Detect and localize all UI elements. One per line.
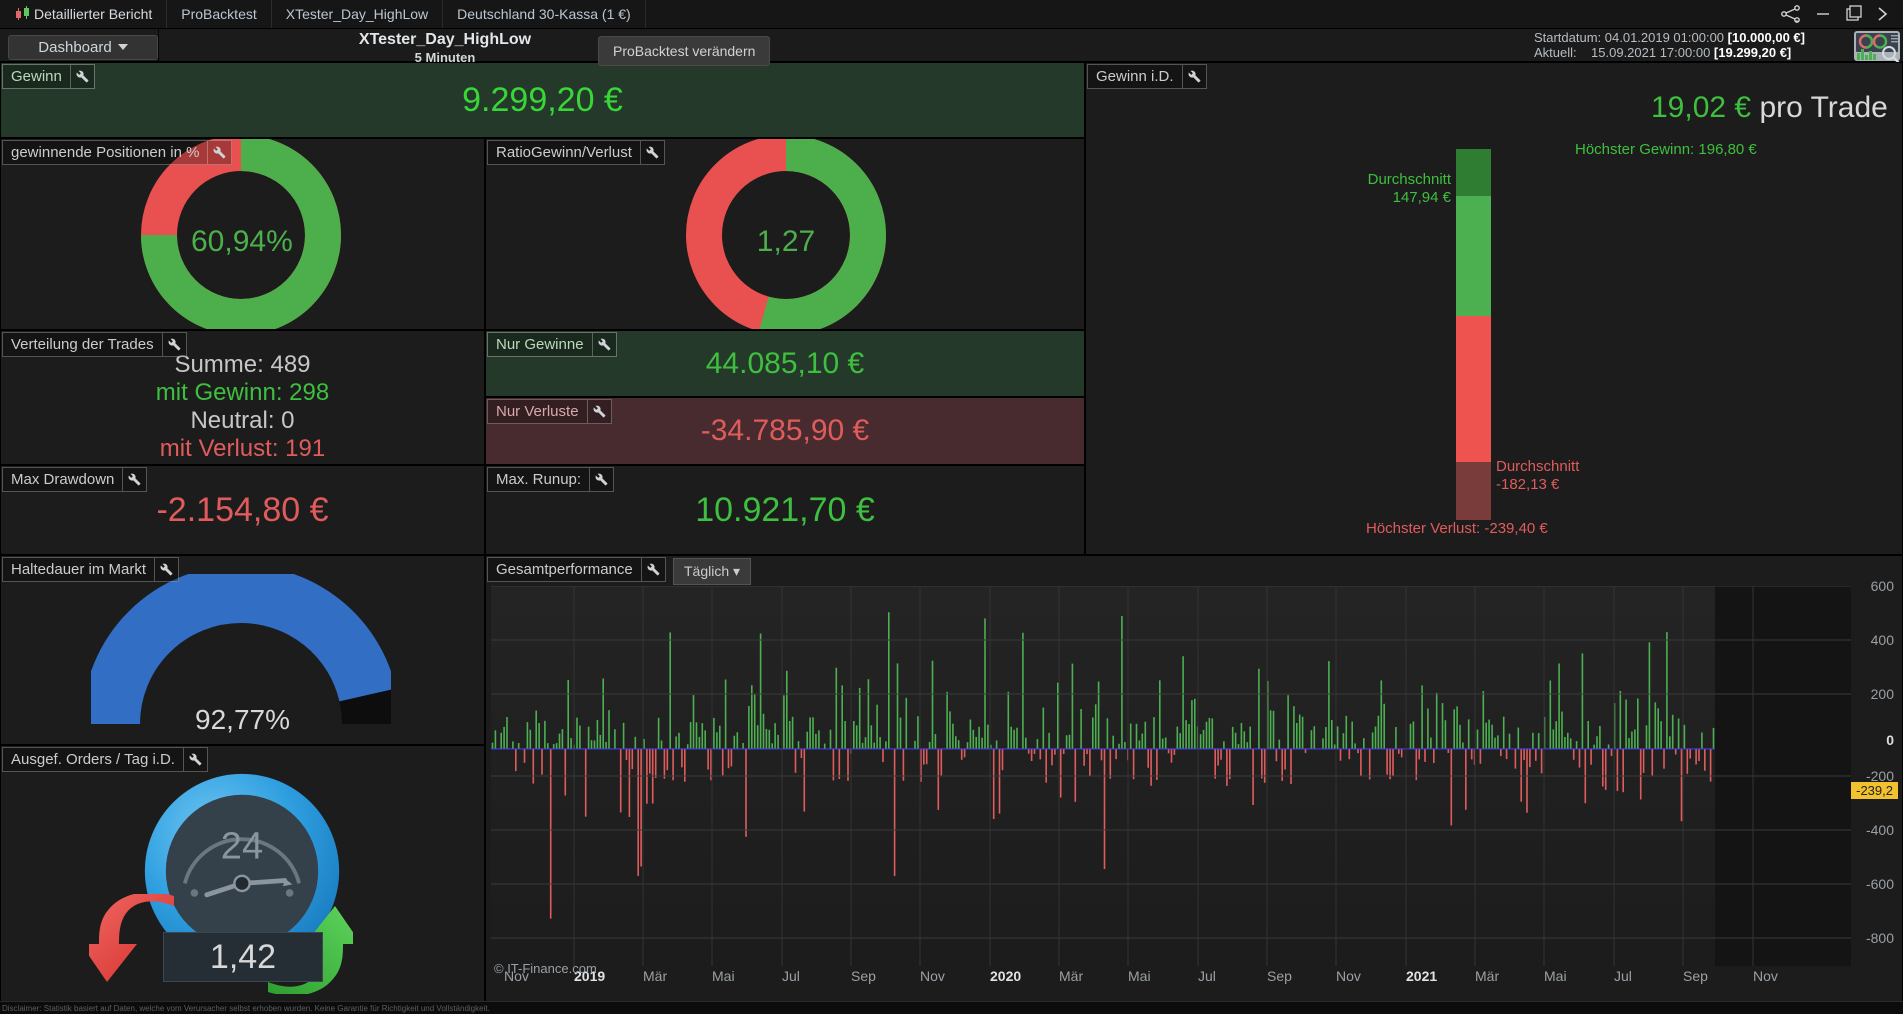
svg-text:24: 24 [221, 826, 263, 868]
